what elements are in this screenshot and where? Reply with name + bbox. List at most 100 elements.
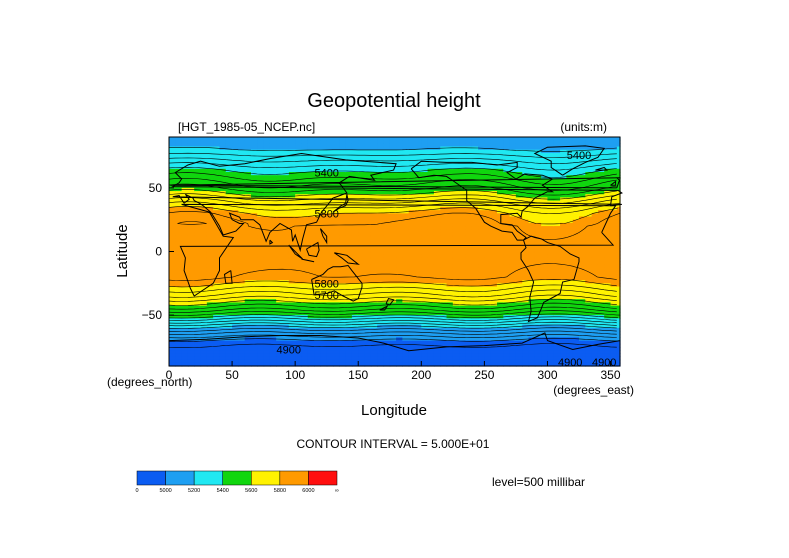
field-cell bbox=[534, 254, 542, 259]
field-cell bbox=[534, 359, 542, 364]
field-cell bbox=[465, 308, 473, 313]
field-cell bbox=[503, 245, 511, 249]
field-cell bbox=[503, 273, 511, 278]
field-cell bbox=[238, 181, 246, 186]
field-cell bbox=[484, 159, 492, 164]
field-cell bbox=[572, 194, 580, 199]
field-cell bbox=[396, 289, 403, 294]
field-cell bbox=[452, 280, 460, 284]
field-cell bbox=[200, 331, 208, 335]
field-cell bbox=[175, 238, 183, 243]
field-cell bbox=[452, 334, 460, 338]
field-cell bbox=[358, 267, 366, 272]
field-cell bbox=[370, 315, 378, 319]
field-cell bbox=[421, 283, 429, 288]
field-cell bbox=[560, 222, 567, 227]
field-cell bbox=[238, 235, 246, 240]
field-cell bbox=[478, 162, 485, 167]
field-cell bbox=[396, 305, 403, 310]
field-cell bbox=[471, 194, 479, 199]
field-cell bbox=[597, 321, 605, 326]
field-cell bbox=[415, 257, 422, 262]
field-cell bbox=[585, 315, 593, 319]
field-cell bbox=[213, 337, 221, 342]
field-cell bbox=[364, 257, 372, 262]
field-cell bbox=[326, 283, 334, 288]
field-cell bbox=[181, 340, 189, 345]
field-cell bbox=[370, 165, 378, 170]
field-cell bbox=[433, 235, 441, 240]
field-cell bbox=[591, 235, 599, 240]
field-cell bbox=[225, 302, 233, 307]
field-cell bbox=[206, 273, 214, 278]
field-cell bbox=[225, 159, 233, 164]
field-cell bbox=[597, 178, 605, 183]
field-cell bbox=[364, 264, 372, 268]
field-cell bbox=[522, 178, 530, 183]
field-cell bbox=[358, 362, 366, 367]
field-cell bbox=[503, 302, 511, 307]
field-cell bbox=[206, 302, 214, 307]
field-cell bbox=[389, 311, 397, 316]
field-cell bbox=[326, 146, 334, 151]
field-cell bbox=[383, 222, 391, 227]
field-cell bbox=[465, 245, 473, 249]
field-cell bbox=[377, 248, 385, 253]
field-cell bbox=[225, 194, 233, 199]
field-cell bbox=[251, 229, 258, 234]
field-cell bbox=[396, 162, 403, 167]
field-cell bbox=[295, 213, 303, 218]
field-cell bbox=[213, 261, 221, 265]
field-cell bbox=[560, 191, 567, 195]
field-cell bbox=[314, 222, 321, 227]
field-cell bbox=[396, 194, 403, 199]
field-cell bbox=[213, 346, 221, 351]
field-cell bbox=[257, 156, 265, 160]
field-cell bbox=[175, 276, 183, 281]
field-cell bbox=[440, 187, 448, 192]
field-cell bbox=[333, 273, 340, 278]
field-cell bbox=[579, 350, 586, 354]
field-cell bbox=[459, 146, 467, 151]
field-cell bbox=[206, 264, 214, 268]
field-cell bbox=[478, 165, 485, 170]
field-cell bbox=[541, 194, 549, 199]
field-cell bbox=[244, 283, 252, 288]
field-cell bbox=[187, 318, 195, 323]
field-cell bbox=[225, 359, 233, 364]
field-cell bbox=[288, 156, 296, 160]
field-cell bbox=[288, 315, 296, 319]
field-cell bbox=[206, 149, 214, 154]
field-cell bbox=[358, 296, 366, 300]
field-cell bbox=[339, 273, 347, 278]
field-cell bbox=[213, 299, 221, 303]
field-cell bbox=[238, 137, 246, 141]
field-cell bbox=[251, 340, 258, 345]
field-cell bbox=[232, 315, 239, 319]
field-cell bbox=[560, 264, 567, 268]
field-cell bbox=[452, 200, 460, 205]
field-cell bbox=[307, 226, 315, 230]
field-cell bbox=[522, 280, 530, 284]
field-cell bbox=[187, 241, 195, 246]
field-cell bbox=[541, 289, 549, 294]
field-cell bbox=[509, 299, 517, 303]
field-cell bbox=[314, 206, 321, 211]
field-cell bbox=[497, 289, 504, 294]
field-cell bbox=[351, 149, 359, 154]
field-cell bbox=[597, 254, 605, 259]
field-cell bbox=[560, 359, 567, 364]
field-cell bbox=[515, 251, 523, 256]
field-cell bbox=[509, 137, 517, 141]
field-cell bbox=[415, 346, 422, 351]
field-cell bbox=[225, 318, 233, 323]
field-cell bbox=[402, 264, 410, 268]
field-cell bbox=[257, 213, 265, 218]
field-cell bbox=[547, 305, 555, 310]
field-cell bbox=[282, 206, 290, 211]
field-cell bbox=[339, 346, 347, 351]
field-cell bbox=[560, 251, 567, 256]
field-cell bbox=[547, 235, 555, 240]
field-cell bbox=[408, 343, 416, 348]
field-cell bbox=[585, 289, 593, 294]
